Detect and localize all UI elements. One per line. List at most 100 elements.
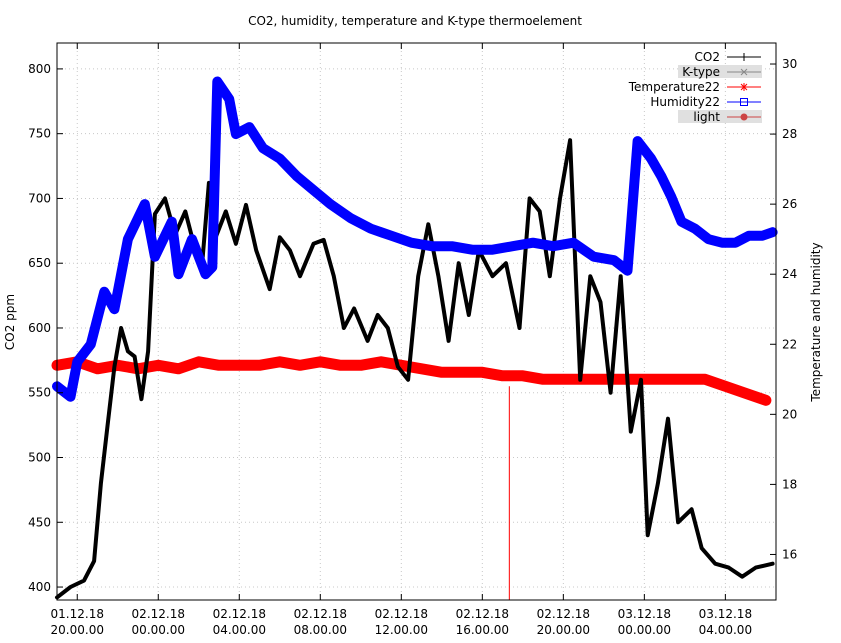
data-point-humidity22 xyxy=(278,157,282,161)
data-point-humidity22 xyxy=(626,269,629,273)
data-point-temperature22 xyxy=(723,384,727,388)
data-point-humidity22 xyxy=(328,202,332,206)
data-point-temperature22 xyxy=(744,391,748,395)
data-point-humidity22 xyxy=(247,125,251,129)
data-point-co2 xyxy=(396,365,400,369)
data-point-co2 xyxy=(713,562,717,566)
data-point-co2 xyxy=(69,585,72,589)
data-point-co2 xyxy=(436,274,440,278)
legend-label: K-type xyxy=(682,65,720,79)
data-point-humidity22 xyxy=(680,220,683,224)
data-point-temperature22 xyxy=(440,370,444,374)
data-point-co2 xyxy=(146,349,150,353)
data-point-humidity22 xyxy=(693,227,697,231)
y-tick-label: 750 xyxy=(28,127,51,141)
y-tick-label: 700 xyxy=(28,191,51,205)
data-point-humidity22 xyxy=(511,244,515,248)
data-point-humidity22 xyxy=(612,258,616,262)
data-point-temperature22 xyxy=(561,377,565,381)
data-point-humidity22 xyxy=(215,80,219,83)
data-point-co2 xyxy=(504,261,508,265)
x-tick-label-time: 08.00.00 xyxy=(294,623,347,637)
data-point-humidity22 xyxy=(659,174,663,178)
data-point-temperature22 xyxy=(663,377,667,381)
data-point-co2 xyxy=(224,209,228,213)
data-point-co2 xyxy=(298,274,302,278)
data-point-co2 xyxy=(342,326,346,330)
data-point-co2 xyxy=(386,326,390,330)
data-point-co2 xyxy=(656,481,660,485)
series-line-temperature22 xyxy=(51,356,772,406)
y-axis-label: CO2 ppm xyxy=(3,294,17,350)
data-point-temperature22 xyxy=(217,363,221,367)
y2-tick-label: 16 xyxy=(782,547,797,561)
legend-cross-marker xyxy=(740,68,748,76)
data-point-co2 xyxy=(278,235,282,239)
data-point-co2 xyxy=(332,274,336,278)
data-point-temperature22 xyxy=(622,377,626,381)
data-point-humidity22 xyxy=(771,230,775,234)
data-point-co2 xyxy=(112,365,116,369)
data-point-co2 xyxy=(646,533,650,537)
data-point-temperature22 xyxy=(582,377,586,381)
data-point-co2 xyxy=(163,196,167,200)
data-point-humidity22 xyxy=(636,139,640,143)
data-point-humidity22 xyxy=(389,234,393,238)
data-point-temperature22 xyxy=(379,360,383,364)
data-point-co2 xyxy=(740,575,744,579)
x-tick-label-date: 03.12.18 xyxy=(618,607,671,621)
x-tick-label-date: 02.12.18 xyxy=(456,607,509,621)
data-point-humidity22 xyxy=(126,237,130,241)
data-point-co2 xyxy=(119,326,123,330)
data-point-humidity22 xyxy=(102,290,106,294)
legend-square-marker xyxy=(740,98,748,106)
data-point-humidity22 xyxy=(470,248,474,252)
data-point-co2 xyxy=(558,196,562,200)
data-point-humidity22 xyxy=(747,234,751,238)
data-point-co2 xyxy=(406,378,410,382)
data-point-humidity22 xyxy=(761,234,764,238)
data-point-co2 xyxy=(126,349,130,353)
y-tick-label: 400 xyxy=(28,580,51,594)
data-point-co2 xyxy=(183,209,187,213)
x-tick-label-time: 12.00.00 xyxy=(375,623,428,637)
data-point-co2 xyxy=(771,562,775,566)
data-point-humidity22 xyxy=(75,360,79,364)
x-tick-label-time: 20.00.00 xyxy=(537,623,590,637)
data-point-humidity22 xyxy=(295,174,299,178)
legend-label: CO2 xyxy=(695,50,720,64)
legend-plus-marker xyxy=(740,53,748,61)
data-point-humidity22 xyxy=(551,244,555,248)
data-point-co2 xyxy=(244,203,248,207)
y2-tick-label: 24 xyxy=(782,267,797,281)
data-point-temperature22 xyxy=(764,398,768,402)
data-point-humidity22 xyxy=(430,244,434,248)
legend-label: Humidity22 xyxy=(650,95,720,109)
data-point-co2 xyxy=(548,274,552,278)
data-point-co2 xyxy=(690,507,694,511)
y2-axis-label: Temperature and humidity xyxy=(809,242,823,402)
x-tick-label-date: 03.12.18 xyxy=(699,607,752,621)
data-point-co2 xyxy=(352,307,356,310)
series-layer xyxy=(51,76,778,600)
data-point-temperature22 xyxy=(541,377,545,381)
data-point-humidity22 xyxy=(720,241,724,245)
data-point-humidity22 xyxy=(153,255,157,259)
data-point-co2 xyxy=(288,248,292,252)
x-axis: 01.12.18 20.00.00 02.12.18 00.00.00 02.12.18… xyxy=(51,43,752,637)
x-tick-label-date: 02.12.18 xyxy=(375,607,428,621)
data-point-co2 xyxy=(666,417,670,421)
x-tick-label-date: 02.12.18 xyxy=(294,607,347,621)
data-point-temperature22 xyxy=(501,374,505,378)
data-point-co2 xyxy=(99,481,103,485)
data-point-temperature22 xyxy=(278,360,282,364)
data-point-co2 xyxy=(133,355,137,358)
data-point-humidity22 xyxy=(112,307,116,311)
data-point-humidity22 xyxy=(649,157,653,161)
data-point-humidity22 xyxy=(204,272,207,276)
data-point-co2 xyxy=(366,339,370,343)
data-point-co2 xyxy=(153,212,157,216)
data-point-co2 xyxy=(447,339,451,343)
